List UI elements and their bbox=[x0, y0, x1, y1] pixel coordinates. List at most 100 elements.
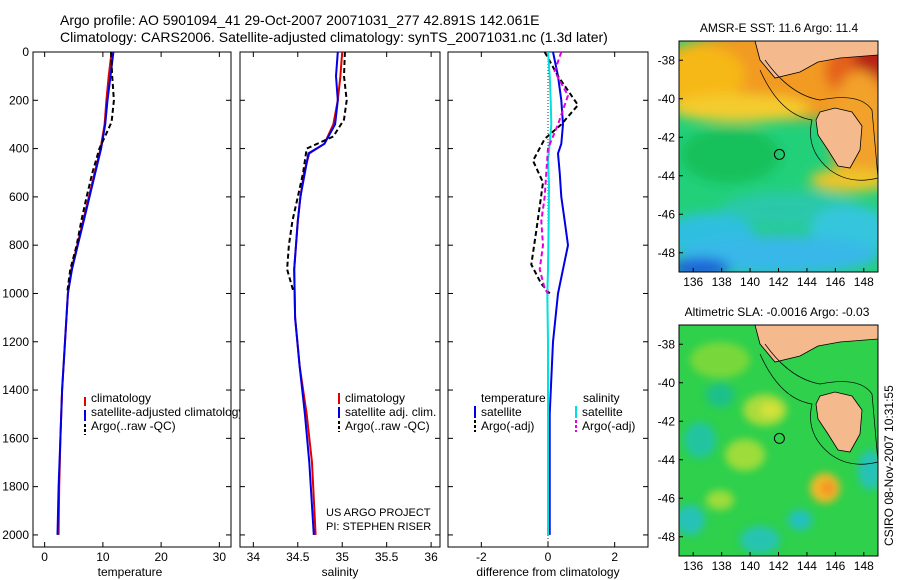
salinity-x-axis: 34 34.5 35 35.5 36 bbox=[247, 52, 438, 564]
temperature-legend: climatology satellite-adjusted climatolo… bbox=[84, 391, 244, 435]
y-tick-label: 1200 bbox=[2, 335, 29, 349]
temperature-axes-box bbox=[32, 51, 232, 548]
lat-tick-label: -46 bbox=[658, 207, 676, 221]
lat-tick-label: -42 bbox=[658, 414, 676, 428]
diff-legend-sal-title: salinity bbox=[583, 391, 620, 405]
y-tick-label: 600 bbox=[9, 190, 29, 204]
salinity-series-argo bbox=[286, 51, 348, 292]
sla-lon-axis: 136 138 140 142 144 146 148 bbox=[683, 552, 874, 573]
sla-argo-marker bbox=[773, 432, 785, 444]
legend-label-clim: climatology bbox=[91, 391, 151, 405]
x-tick-label: 2 bbox=[611, 550, 618, 564]
x-tick-label: 34.5 bbox=[286, 550, 310, 564]
lon-tick-label: 144 bbox=[797, 275, 817, 289]
salinity-legend: climatology satellite adj. clim. Argo(..… bbox=[338, 391, 436, 433]
lon-tick-label: 148 bbox=[854, 559, 874, 573]
diff-legend-temp-argo: Argo(-adj) bbox=[481, 419, 534, 433]
lon-tick-label: 138 bbox=[712, 275, 732, 289]
difference-legend: temperature satellite Argo(-adj) salinit… bbox=[474, 391, 635, 433]
sla-map-title: Altimetric SLA: -0.0016 Argo: -0.03 bbox=[685, 305, 870, 319]
sla-mainland bbox=[754, 325, 878, 363]
lat-tick-label: -40 bbox=[658, 376, 676, 390]
y-tick-label: 200 bbox=[9, 93, 29, 107]
sst-map: AMSR-E SST: 11.6 Argo: 11.4 bbox=[658, 21, 879, 289]
diff-legend-sal-argo: Argo(-adj) bbox=[582, 419, 635, 433]
legend-label-argo: Argo(..raw -QC) bbox=[91, 419, 176, 433]
sst-lat-axis: -38 -40 -42 -44 -46 -48 bbox=[658, 53, 683, 260]
temperature-xlabel: temperature bbox=[98, 565, 163, 579]
sla-lat-axis: -38 -40 -42 -44 -46 -48 bbox=[658, 337, 683, 544]
temperature-series-argo bbox=[66, 51, 115, 292]
salinity-series-satellite bbox=[293, 51, 339, 535]
y-tick-label: 2000 bbox=[2, 528, 29, 542]
header-line-2: Climatology: CARS2006. Satellite-adjuste… bbox=[60, 29, 608, 45]
lat-tick-label: -38 bbox=[658, 53, 676, 67]
temperature-x-axis: 0 10 20 30 bbox=[41, 52, 226, 564]
salinity-panel: 34 34.5 35 35.5 36 salinity climatology sate… bbox=[239, 51, 441, 579]
lat-tick-label: -44 bbox=[658, 453, 676, 467]
temperature-panel: 0 200 400 600 800 1000 1200 1400 1600 1800 2000 0 1… bbox=[2, 45, 244, 579]
sst-tasmania bbox=[815, 107, 863, 169]
sal-legend-label-clim: climatology bbox=[345, 391, 405, 405]
credit-pi: PI: STEPHEN RISER bbox=[326, 521, 431, 533]
lon-tick-label: 136 bbox=[683, 559, 703, 573]
sst-lon-axis: 136 138 140 142 144 146 148 bbox=[683, 268, 874, 289]
lon-tick-label: 146 bbox=[825, 275, 845, 289]
lon-tick-label: 140 bbox=[740, 275, 760, 289]
y-tick-label: 1800 bbox=[2, 480, 29, 494]
sst-map-title: AMSR-E SST: 11.6 Argo: 11.4 bbox=[700, 21, 859, 35]
lat-tick-label: -38 bbox=[658, 337, 676, 351]
sst-shelf-contour bbox=[759, 59, 878, 181]
lon-tick-label: 142 bbox=[768, 559, 788, 573]
footer-stamp: CSIRO 08-Nov-2007 10:31:55 bbox=[882, 385, 896, 546]
lon-tick-label: 138 bbox=[712, 559, 732, 573]
x-tick-label: 0 bbox=[41, 550, 48, 564]
y-tick-label: 0 bbox=[22, 45, 29, 59]
difference-series-temp_argo bbox=[530, 51, 579, 295]
sst-field bbox=[679, 41, 878, 272]
diff-legend-sal-sat: satellite bbox=[582, 405, 623, 419]
lon-tick-label: 136 bbox=[683, 275, 703, 289]
lat-tick-label: -48 bbox=[658, 246, 676, 260]
y-tick-label: 800 bbox=[9, 238, 29, 252]
difference-xlabel: difference from climatology bbox=[476, 565, 619, 579]
x-tick-label: 0 bbox=[545, 550, 552, 564]
sla-map: Altimetric SLA: -0.0016 Argo: -0.03 bbox=[658, 305, 879, 573]
diff-legend-temp-sat: satellite bbox=[481, 405, 522, 419]
x-tick-label: 34 bbox=[247, 550, 261, 564]
salinity-xlabel: salinity bbox=[322, 565, 359, 579]
lat-tick-label: -40 bbox=[658, 92, 676, 106]
difference-panel: -2 0 2 difference from climatology tempera… bbox=[447, 51, 649, 579]
lon-tick-label: 142 bbox=[768, 275, 788, 289]
lat-tick-label: -48 bbox=[658, 530, 676, 544]
y-tick-label: 1000 bbox=[2, 286, 29, 300]
x-tick-label: 35.5 bbox=[375, 550, 399, 564]
salinity-axes-box bbox=[239, 51, 441, 548]
temperature-series-satellite bbox=[56, 51, 115, 535]
sla-tasmania bbox=[815, 391, 863, 453]
lat-tick-label: -44 bbox=[658, 169, 676, 183]
sla-shelf-contour bbox=[759, 343, 878, 465]
lon-tick-label: 146 bbox=[825, 559, 845, 573]
depth-axis: 0 200 400 600 800 1000 1200 1400 1600 1800 2000 bbox=[2, 45, 231, 542]
sal-legend-label-argo: Argo(..raw -QC) bbox=[345, 419, 430, 433]
sla-field bbox=[679, 325, 878, 556]
lon-tick-label: 144 bbox=[797, 559, 817, 573]
diff-legend-temp-title: temperature bbox=[481, 391, 546, 405]
x-tick-label: 36 bbox=[424, 550, 438, 564]
sal-legend-label-sat: satellite adj. clim. bbox=[345, 405, 436, 419]
lat-tick-label: -42 bbox=[658, 130, 676, 144]
legend-label-sat: satellite-adjusted climatology bbox=[91, 405, 244, 419]
x-tick-label: 30 bbox=[213, 550, 227, 564]
x-tick-label: 10 bbox=[96, 550, 110, 564]
difference-series-sal_argo bbox=[538, 51, 569, 295]
y-tick-label: 1600 bbox=[2, 431, 29, 445]
x-tick-label: 35 bbox=[336, 550, 350, 564]
x-tick-label: -2 bbox=[476, 550, 487, 564]
sst-argo-marker bbox=[773, 148, 785, 160]
sst-mainland bbox=[754, 41, 878, 79]
difference-series-sal_satellite bbox=[546, 51, 553, 535]
credit-project: US ARGO PROJECT bbox=[326, 507, 431, 519]
lon-tick-label: 148 bbox=[854, 275, 874, 289]
